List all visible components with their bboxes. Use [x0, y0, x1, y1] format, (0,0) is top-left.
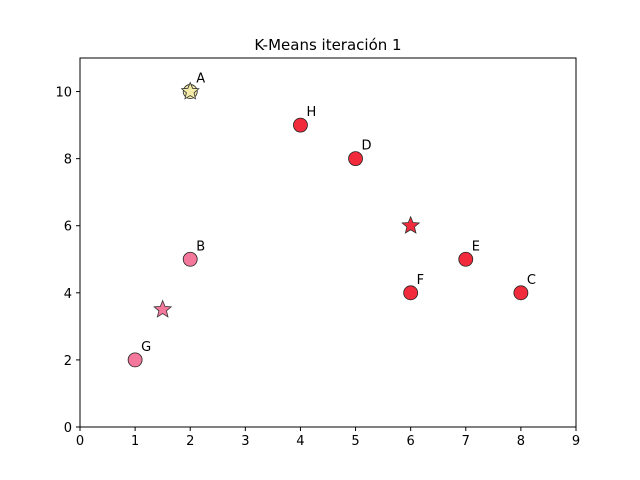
data-point-f — [403, 285, 419, 301]
y-tick-label: 0 — [64, 421, 72, 436]
y-tick-label: 10 — [55, 86, 72, 101]
point-label-h: H — [306, 105, 316, 120]
x-tick-label: 0 — [76, 434, 84, 449]
centroid-star-3 — [401, 215, 421, 234]
x-tick-label: 1 — [131, 434, 139, 449]
point-label-f: F — [417, 273, 424, 288]
x-tick-label: 7 — [462, 434, 470, 449]
data-point-h — [293, 117, 308, 133]
data-point-g — [127, 352, 143, 368]
x-tick-label: 4 — [296, 434, 304, 449]
x-tick-label: 6 — [407, 434, 415, 449]
x-tick-label: 9 — [572, 434, 580, 449]
data-point-e — [458, 251, 474, 267]
point-label-a: A — [196, 72, 205, 87]
point-label-d: D — [362, 139, 372, 154]
point-label-c: C — [527, 273, 536, 288]
data-point-d — [348, 151, 363, 167]
point-label-b: B — [196, 239, 205, 254]
x-tick-label: 3 — [241, 434, 249, 449]
data-point-b — [182, 251, 198, 267]
point-label-g: G — [141, 340, 151, 355]
data-point-c — [513, 285, 529, 301]
y-tick-label: 8 — [64, 153, 72, 168]
plot-frame — [79, 57, 577, 428]
centroid-star-2 — [153, 299, 173, 318]
centroid-star-1 — [180, 81, 200, 100]
y-tick-label: 4 — [64, 287, 72, 302]
plot-area: 0 1 2 3 4 5 6 7 8 9 0 2 4 6 8 10 A B C D E F G H — [55, 57, 580, 449]
point-label-e: E — [472, 239, 480, 254]
x-tick-label: 8 — [517, 434, 525, 449]
x-tick-label: 5 — [351, 434, 359, 449]
y-tick-label: 6 — [64, 220, 72, 235]
y-tick-label: 2 — [64, 354, 72, 369]
chart-title: K-Means iteración 1 — [254, 36, 401, 54]
x-tick-label: 2 — [186, 434, 194, 449]
